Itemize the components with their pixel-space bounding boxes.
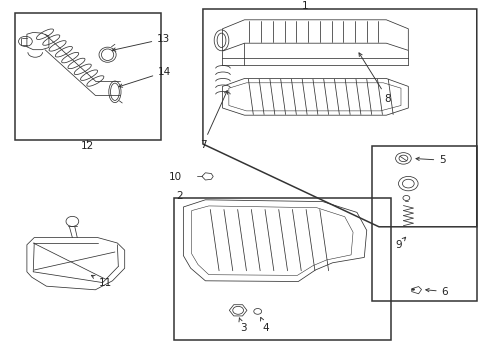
Text: 9: 9 — [394, 237, 405, 250]
Text: 13: 13 — [112, 34, 170, 51]
Text: 3: 3 — [239, 318, 246, 333]
Bar — [371, 146, 476, 301]
Text: 5: 5 — [415, 155, 445, 165]
Bar — [173, 198, 390, 340]
Text: 7: 7 — [199, 91, 227, 150]
Bar — [15, 13, 161, 140]
Text: 2: 2 — [176, 191, 183, 201]
Text: 14: 14 — [119, 67, 171, 87]
Text: 11: 11 — [91, 275, 112, 288]
Text: 6: 6 — [425, 287, 447, 297]
Text: 4: 4 — [260, 318, 268, 333]
Text: 1: 1 — [302, 1, 308, 12]
Circle shape — [410, 288, 414, 291]
Text: 12: 12 — [80, 141, 94, 151]
Text: 10: 10 — [168, 172, 182, 182]
Text: 8: 8 — [358, 53, 390, 104]
